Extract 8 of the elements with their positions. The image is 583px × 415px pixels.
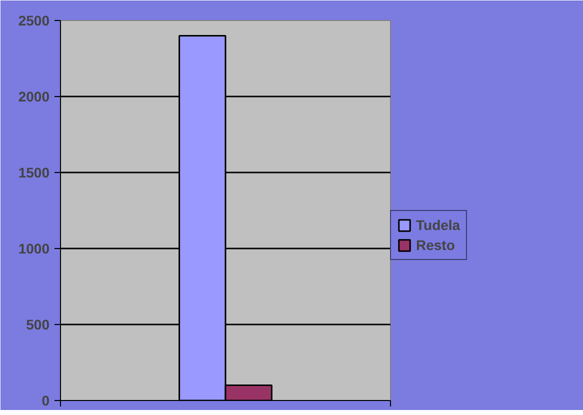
y-tick-label: 1000 xyxy=(18,240,50,256)
y-tick-label: 1500 xyxy=(18,164,50,180)
y-tick-label: 500 xyxy=(26,316,50,332)
y-tick-label: 2500 xyxy=(18,12,50,28)
y-tick-label: 0 xyxy=(42,392,50,408)
y-tick-label: 2000 xyxy=(18,88,50,104)
legend-label: Tudela xyxy=(416,217,460,233)
legend-label: Resto xyxy=(416,237,455,253)
